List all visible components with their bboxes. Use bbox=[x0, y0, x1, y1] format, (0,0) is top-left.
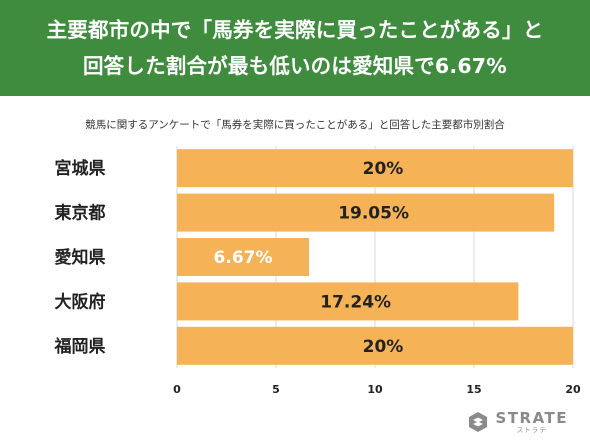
strate-logo-icon bbox=[469, 412, 488, 432]
data-label: 6.67% bbox=[214, 248, 273, 268]
chart-title: 競馬に関するアンケートで「馬券を実際に買ったことがある」と回答した主要都市別割合 bbox=[85, 119, 505, 131]
bar bbox=[177, 149, 573, 188]
bar bbox=[177, 326, 573, 365]
x-tick-label: 5 bbox=[272, 383, 280, 396]
page-header: 主要都市の中で「馬券を実際に買ったことがある」と 回答した割合が最も低いのは愛知… bbox=[0, 0, 590, 96]
bar bbox=[177, 282, 519, 321]
category-label: 福岡県 bbox=[54, 336, 106, 357]
data-label: 20% bbox=[363, 159, 404, 179]
x-tick-label: 10 bbox=[367, 383, 383, 396]
logo-name: STRATE bbox=[495, 409, 568, 427]
category-label: 宮城県 bbox=[55, 158, 106, 179]
bar-chart: 宮城県 20% 東京都 19.05% 愛知県 6.67% 大阪府 17.24% 福岡県 20% 0 5… bbox=[54, 146, 581, 396]
x-tick-label: 0 bbox=[173, 383, 181, 396]
data-label: 20% bbox=[363, 337, 404, 357]
data-label: 19.05% bbox=[338, 204, 409, 224]
data-label: 17.24% bbox=[320, 292, 391, 312]
logo-kana: ストラテ bbox=[516, 426, 547, 434]
category-label: 大阪府 bbox=[55, 291, 106, 312]
x-tick-label: 20 bbox=[565, 383, 581, 396]
category-label: 愛知県 bbox=[55, 247, 106, 268]
category-label: 東京都 bbox=[55, 203, 106, 224]
strate-logo: STRATE ストラテ bbox=[466, 410, 568, 434]
bar bbox=[177, 193, 555, 232]
bar bbox=[177, 238, 310, 276]
header-title-line-1: 主要都市の中で「馬券を実際に買ったことがある」と bbox=[46, 18, 544, 42]
header-title-line-2: 回答した割合が最も低いのは愛知県で6.67% bbox=[82, 54, 508, 78]
x-tick-label: 15 bbox=[466, 383, 481, 396]
